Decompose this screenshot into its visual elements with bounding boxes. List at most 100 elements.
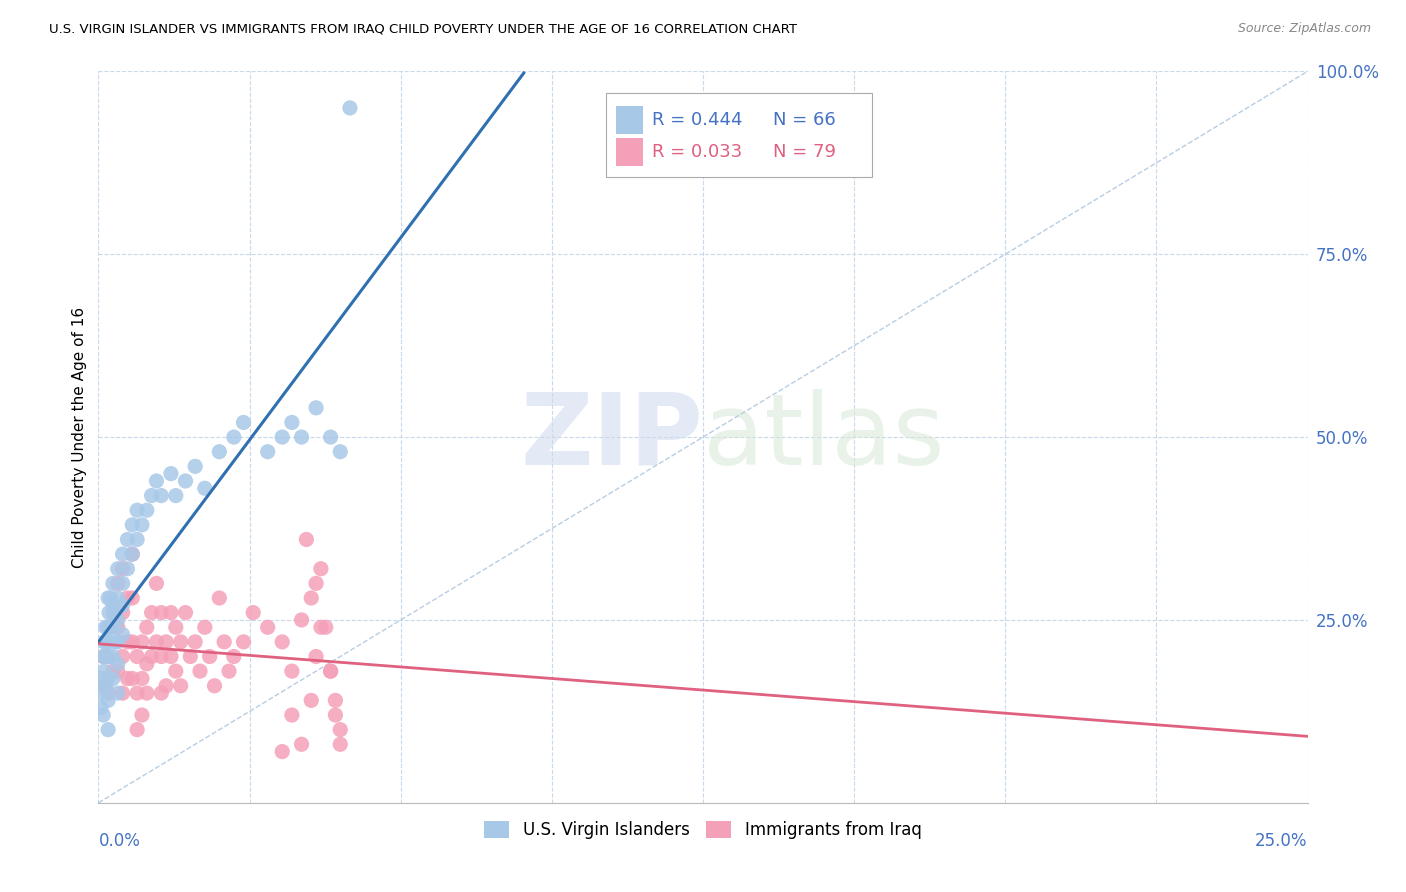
Point (117, 533, 139, 547)
Point (111, 599, 134, 613)
Point (339, 101, 361, 115)
Point (299, 693, 322, 707)
Point (117, 635, 139, 649)
Point (90, 700, 112, 714)
Point (97, 591, 120, 605)
Text: Source: ZipAtlas.com: Source: ZipAtlas.com (1237, 22, 1371, 36)
Point (93, 635, 115, 649)
Point (96, 635, 118, 649)
FancyBboxPatch shape (606, 94, 872, 178)
Point (145, 576, 167, 591)
Text: 25.0%: 25.0% (1256, 832, 1308, 850)
Point (121, 591, 143, 605)
Point (127, 686, 149, 700)
Point (91, 686, 114, 700)
Point (111, 576, 134, 591)
Point (165, 489, 187, 503)
Point (299, 591, 322, 605)
Point (100, 591, 122, 605)
Point (101, 599, 124, 613)
Point (135, 503, 157, 517)
Point (305, 576, 328, 591)
Point (101, 664, 124, 678)
Point (100, 620, 122, 634)
Point (121, 547, 143, 561)
Point (127, 723, 149, 737)
Point (97, 649, 120, 664)
Text: N = 79: N = 79 (773, 143, 837, 161)
Point (111, 649, 134, 664)
Point (121, 547, 143, 561)
Point (329, 723, 352, 737)
Point (150, 649, 173, 664)
Point (91, 708, 114, 723)
Point (174, 606, 197, 620)
Point (155, 679, 177, 693)
Point (295, 533, 318, 547)
Point (155, 635, 177, 649)
Point (319, 664, 342, 678)
Point (107, 562, 129, 576)
Point (290, 737, 312, 751)
Point (281, 708, 304, 723)
Point (97, 723, 120, 737)
Point (194, 481, 217, 495)
Point (218, 664, 240, 678)
Point (97, 672, 120, 686)
Point (290, 430, 312, 444)
Point (232, 416, 254, 430)
Point (256, 620, 278, 634)
Bar (616, 106, 643, 134)
Point (145, 635, 167, 649)
Point (101, 649, 124, 664)
Point (150, 606, 173, 620)
Point (315, 620, 337, 634)
Point (281, 664, 304, 678)
Y-axis label: Child Poverty Under the Age of 16: Child Poverty Under the Age of 16 (72, 307, 87, 567)
Point (222, 649, 245, 664)
Point (174, 474, 197, 488)
Point (160, 606, 183, 620)
Point (145, 474, 167, 488)
Point (91, 649, 114, 664)
Point (107, 657, 129, 671)
Point (204, 679, 226, 693)
Point (212, 635, 235, 649)
Point (111, 627, 134, 641)
Point (107, 664, 129, 678)
Text: U.S. VIRGIN ISLANDER VS IMMIGRANTS FROM IRAQ CHILD POVERTY UNDER THE AGE OF 16 C: U.S. VIRGIN ISLANDER VS IMMIGRANTS FROM … (49, 22, 797, 36)
Point (305, 401, 328, 415)
Bar (616, 138, 643, 166)
Point (208, 591, 231, 605)
Point (319, 664, 342, 678)
Point (325, 693, 347, 707)
Point (281, 416, 304, 430)
Point (104, 635, 127, 649)
Text: atlas: atlas (703, 389, 945, 485)
Point (107, 635, 129, 649)
Point (290, 613, 312, 627)
Point (127, 503, 149, 517)
Point (271, 635, 294, 649)
Point (107, 620, 129, 634)
Point (121, 672, 143, 686)
Point (117, 591, 139, 605)
Point (256, 444, 278, 458)
Point (98, 606, 121, 620)
Point (93, 664, 115, 678)
Point (94, 679, 117, 693)
Legend: U.S. Virgin Islanders, Immigrants from Iraq: U.S. Virgin Islanders, Immigrants from I… (478, 814, 928, 846)
Text: 0.0%: 0.0% (98, 832, 141, 850)
Point (329, 737, 352, 751)
Point (107, 576, 129, 591)
Point (91, 679, 114, 693)
Point (111, 547, 134, 561)
Point (169, 679, 191, 693)
Point (208, 444, 231, 458)
Point (242, 606, 264, 620)
Point (141, 489, 163, 503)
Point (271, 430, 294, 444)
Point (101, 576, 124, 591)
Point (194, 620, 217, 634)
Point (184, 635, 207, 649)
